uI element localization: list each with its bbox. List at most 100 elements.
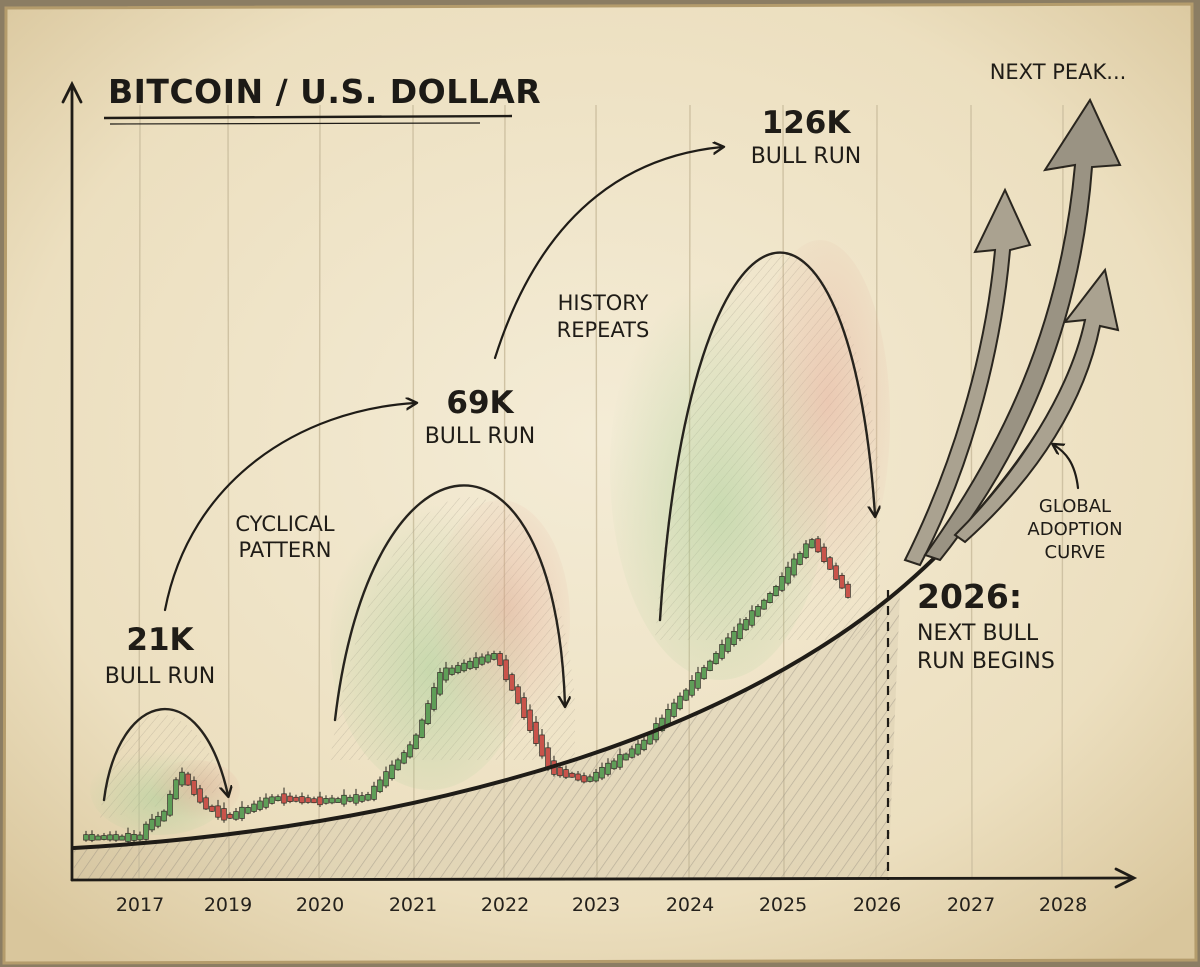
adoption-region-shade [74,592,900,880]
title-underline [103,114,513,120]
candle-body [581,775,587,783]
candle-body [83,834,89,841]
candle-body [683,689,689,701]
candle-body [689,680,695,696]
adoption-line-3: Curve [1045,542,1106,563]
x-axis [70,876,1134,882]
candle-body [245,807,251,814]
candle-body [359,795,365,802]
candle-body [671,702,677,717]
candle-body [779,576,785,591]
dome-outlines [102,251,875,802]
candle-body [239,806,245,819]
candle-body [743,619,749,631]
candle-body [407,744,413,758]
peak-126k-value: 126K [762,105,852,141]
candle-body [545,747,551,769]
grid-line-2020 [318,104,321,879]
candle-body [293,796,299,802]
history-line-2: Repeats [557,318,650,342]
x-tick-label-2017: 2017 [116,894,164,916]
candle-body [311,798,317,804]
x-tick-label-2021: 2021 [389,894,437,916]
peak-21k-value: 21K [126,622,194,658]
candle-body [821,546,827,563]
candle-body [491,653,497,660]
peak-domes [90,240,890,835]
candle-body [317,796,323,806]
candle-body [365,794,371,801]
candle-body [479,656,485,665]
candle-body [617,754,623,768]
candle-body [287,795,293,802]
candle-body [401,752,407,764]
x-tick-label-2023: 2023 [572,894,620,916]
candle-body [227,813,233,819]
y-axis-arrow [61,80,83,104]
candle-body [371,785,377,800]
candle-body [377,779,383,793]
candle-body [521,697,527,719]
candle-body [497,653,503,666]
candle-body [833,565,839,580]
candle-body [443,667,449,681]
candle-body [737,623,743,640]
candle-body [107,834,113,841]
x-tick-label-2028: 2028 [1039,894,1087,916]
candle-body [827,557,833,570]
next-run-line-1: Next Bull [917,621,1039,646]
candle-body [347,796,353,802]
candle-body [641,739,647,751]
candle-body [335,798,341,803]
candle-body [353,794,359,804]
x-tick-label-2027: 2027 [947,894,995,916]
candle-body [431,687,437,710]
candle-body [155,816,161,827]
candle-body [263,797,269,808]
candle-body [179,771,185,786]
cyclical-line-2: Pattern [239,538,332,562]
candle-body [695,672,701,689]
candlestick-series [83,536,851,844]
candle-body [527,709,533,731]
candle-body [215,805,221,818]
candle-body [275,796,281,802]
candle-body [539,734,545,757]
candle-body [161,810,167,822]
candle-body [677,695,683,710]
annotation-arrows [163,147,1080,612]
candle-body [587,776,593,782]
next-run-year: 2026: [917,577,1022,616]
x-tick-label-2025: 2025 [759,894,807,916]
grid-line-2028 [1061,104,1064,879]
candle-body [839,574,845,589]
candle-body [251,803,257,812]
candle-body [203,797,209,810]
candle-body [191,780,197,795]
candle-body [659,717,665,732]
grid-line-2023 [595,104,598,879]
candle-body [845,583,851,598]
peak-69k-label: Bull Run [425,424,536,449]
candle-body [767,593,773,603]
peak-69k-value: 69K [446,385,514,421]
candle-body [701,667,707,680]
candle-body [149,818,155,831]
future-arrows [903,97,1122,567]
future-arrow-left [903,187,1032,567]
x-tick-label-2024: 2024 [666,894,714,916]
candle-body [425,703,431,724]
peak-21k-label: Bull Run [105,664,216,689]
candle-body [173,779,179,800]
x-tick-label-2020: 2020 [296,894,344,916]
candle-body [125,832,131,842]
candle-body [281,793,287,804]
title-underline-2 [109,122,481,125]
axes [61,80,1138,889]
candle-body [803,543,809,558]
candle-body [797,552,803,565]
candle-body [569,772,575,778]
candle-body [299,796,305,804]
